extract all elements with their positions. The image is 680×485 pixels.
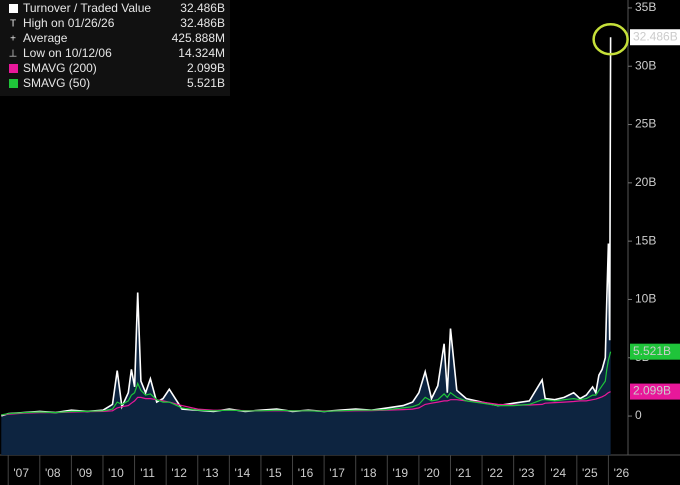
legend-label: Average [23,31,68,45]
legend: Turnover / Traded Value 32.486B T High on 0… [0,0,230,96]
last-value-tag [630,383,680,400]
legend-label: SMAVG (50) [23,76,90,90]
x-tick-label: '08 [45,466,61,480]
x-tick-label: '20 [424,466,440,480]
series-line [1,351,612,416]
last-value-tag [630,29,680,46]
x-tick-label: '13 [203,466,219,480]
last-value-label: 32.486B [633,29,678,43]
x-tick-label: '09 [77,466,93,480]
x-tick-label: '14 [235,466,251,480]
last-value-label: 5.521B [633,344,671,358]
peak-highlight [592,22,629,56]
x-tick-label: '23 [519,466,535,480]
legend-value: 425.888M [172,31,225,45]
legend-glyph: ⊥ [9,49,18,60]
x-tick-label: '11 [140,466,155,480]
legend-label: High on 01/26/26 [23,16,115,30]
x-tick-label: '19 [392,466,408,480]
legend-swatch [9,4,18,13]
x-tick-label: '18 [361,466,377,480]
last-value-tag [630,343,680,360]
legend-value: 14.324M [178,46,225,60]
legend-swatch [9,79,18,88]
x-tick-label: '07 [13,466,29,480]
x-tick-label: '16 [298,466,314,480]
legend-swatch [9,64,18,73]
y-tick-label: 10B [635,292,656,306]
x-tick-label: '17 [329,466,345,480]
x-tick-label: '12 [171,466,187,480]
legend-value: 32.486B [180,16,225,30]
x-tick-label: '26 [614,466,630,480]
last-value-label: 2.099B [633,384,671,398]
legend-glyph: + [10,34,16,45]
legend-label: SMAVG (200) [23,61,97,75]
y-tick-label: 20B [635,175,656,189]
x-tick-label: '24 [550,466,566,480]
legend-value: 2.099B [187,61,225,75]
x-tick-label: '10 [108,466,124,480]
x-tick-label: '25 [582,466,598,480]
x-tick-label: '21 [456,466,472,480]
legend-label: Low on 10/12/06 [23,46,112,60]
legend-value: 32.486B [180,1,225,15]
legend-box [0,0,230,96]
series-area [1,37,611,455]
x-tick-label: '15 [266,466,282,480]
y-tick-label: 25B [635,117,656,131]
y-tick-label: 35B [635,0,656,14]
y-tick-label: 15B [635,233,656,247]
y-tick-label: 30B [635,58,656,72]
legend-label: Turnover / Traded Value [23,1,151,15]
x-tick-label: '22 [487,466,503,480]
legend-value: 5.521B [187,76,225,90]
y-tick-label: 0 [635,408,642,422]
legend-glyph: T [10,19,16,30]
